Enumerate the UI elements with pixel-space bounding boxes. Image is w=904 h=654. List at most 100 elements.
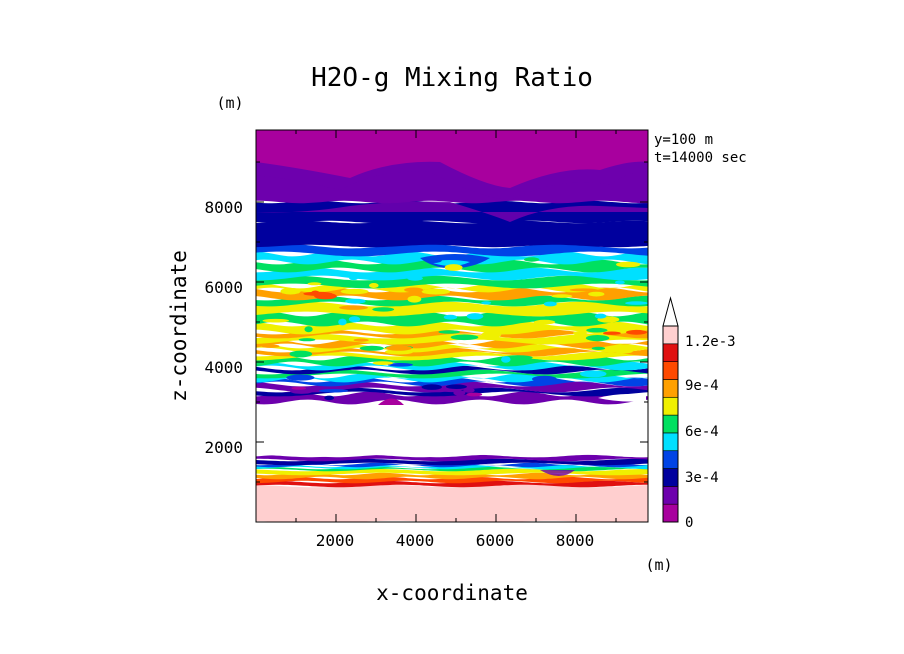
- contour-band: [256, 329, 648, 339]
- white-lens-right: [598, 394, 646, 402]
- contour-patch: [615, 280, 625, 285]
- contour-band: [256, 484, 648, 522]
- x-tick-label-6000: 6000: [476, 531, 515, 550]
- colorbar-segment: [662, 396, 679, 416]
- contour-band: [256, 347, 648, 357]
- contour-patch: [421, 384, 442, 390]
- contour-patch: [424, 257, 442, 263]
- contour-band: [256, 220, 648, 248]
- contour-patch: [289, 350, 313, 358]
- contour-patch: [569, 288, 598, 292]
- contour-patch: [579, 370, 607, 378]
- contour-band: [256, 343, 648, 353]
- top-magenta-region: [256, 130, 648, 188]
- contour-patch: [445, 384, 467, 390]
- contour-band: [256, 295, 648, 307]
- colorbar-segment: [662, 468, 679, 487]
- purple-bump: [378, 398, 404, 405]
- contour-patch: [450, 334, 479, 341]
- contour-patch: [444, 264, 463, 271]
- contour-patch: [453, 390, 466, 396]
- contour-patch: [369, 283, 379, 288]
- x-axis-ticks: [295, 130, 617, 522]
- contour-patch: [286, 374, 315, 381]
- x-tick-label-2000: 2000: [316, 531, 355, 550]
- colorbar-label-9e-4: 9e-4: [685, 378, 719, 394]
- navy-dip: [256, 201, 648, 222]
- contour-band: [256, 355, 648, 367]
- colorbar-segments: [662, 325, 679, 523]
- colorbar-segment: [662, 343, 679, 362]
- contour-patch: [625, 301, 648, 305]
- contour-patch: [339, 305, 368, 310]
- contour-patch: [345, 298, 366, 304]
- contour-patch: [349, 276, 358, 281]
- contour-patch: [438, 330, 461, 334]
- contour-patch: [298, 338, 316, 342]
- contour-patch: [603, 331, 621, 335]
- contour-patch: [551, 294, 573, 298]
- contour-patch: [591, 346, 606, 350]
- contour-patch: [340, 288, 369, 295]
- contour-patch: [262, 318, 290, 323]
- contour-patch: [481, 301, 492, 305]
- contour-band: [256, 275, 648, 289]
- colorbar-segment: [662, 503, 679, 523]
- contour-patch: [348, 316, 361, 323]
- colorbar-segment: [662, 325, 679, 345]
- contour-patch: [586, 327, 608, 333]
- contour-patch: [613, 348, 633, 354]
- contour-patch: [463, 387, 475, 393]
- colorbar-segment: [662, 486, 679, 505]
- contour-patch: [543, 301, 557, 307]
- contour-patch: [466, 313, 484, 320]
- contour-patch: [466, 392, 483, 397]
- contour-patch: [385, 345, 412, 351]
- contour-patch: [585, 335, 610, 342]
- y-tick-label-6000: 6000: [204, 278, 243, 297]
- contour-patch: [280, 287, 301, 295]
- contour-patch: [324, 395, 335, 401]
- contour-patch: [407, 295, 422, 303]
- colorbar-extend-arrow: [662, 296, 679, 327]
- contour-patch: [303, 291, 333, 296]
- plot-frame: [255, 129, 649, 523]
- contour-patch: [407, 276, 423, 281]
- contour-patch: [353, 338, 369, 342]
- cusp-bottom: [540, 470, 575, 476]
- colorbar-segment: [662, 361, 679, 380]
- colorbar-label-3e-4: 3e-4: [685, 470, 719, 486]
- contour-patch: [387, 363, 413, 367]
- contour-patch: [588, 291, 605, 297]
- contour-patch: [626, 329, 647, 335]
- y-tick-label-8000: 8000: [204, 198, 243, 217]
- x-axis-label: x-coordinate: [376, 581, 528, 605]
- contour-noise-patches: [261, 257, 648, 401]
- contour-band: [256, 333, 648, 345]
- contour-band: [256, 400, 648, 458]
- contour-patch: [532, 375, 557, 383]
- contour-patch: [359, 345, 384, 351]
- contour-patch: [372, 307, 395, 312]
- chart-title: H2O-g Mixing Ratio: [311, 63, 593, 93]
- contour-features: [256, 130, 648, 476]
- colorbar-segment: [662, 414, 679, 434]
- y-tick-label-2000: 2000: [204, 438, 243, 457]
- contour-patch: [524, 257, 540, 262]
- colorbar-segment: [662, 379, 679, 398]
- contour-band: [256, 373, 648, 383]
- colorbar-segment: [662, 432, 679, 452]
- contour-patch: [338, 318, 347, 326]
- x-tick-label-8000: 8000: [556, 531, 595, 550]
- annotation-y-position: y=100 m: [654, 132, 713, 148]
- contour-patch: [533, 319, 556, 325]
- y-axis-label: z-coordinate: [167, 250, 191, 402]
- colorbar-segment: [662, 450, 679, 469]
- contour-patch: [304, 326, 313, 333]
- contour-band: [256, 458, 648, 466]
- contour-patch: [481, 331, 502, 339]
- contour-band: [256, 339, 648, 349]
- contour-band: [256, 351, 648, 361]
- x-unit-label: (m): [645, 556, 672, 574]
